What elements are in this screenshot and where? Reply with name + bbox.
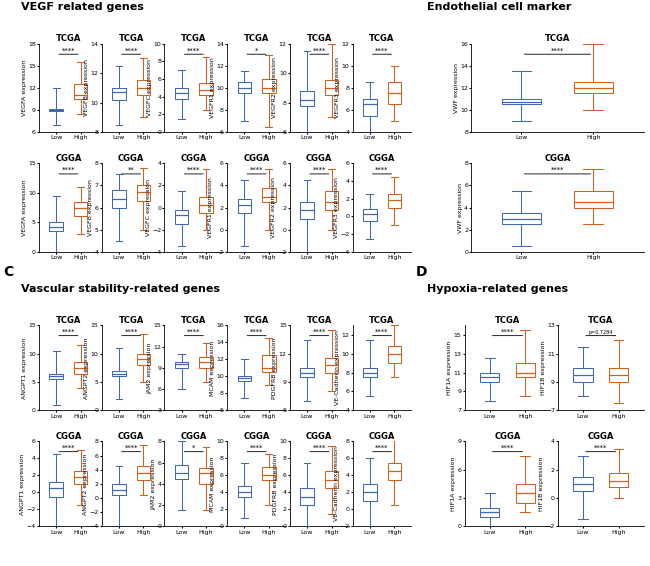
Text: ****: **** <box>500 445 514 451</box>
Y-axis label: HIF1A expression: HIF1A expression <box>451 457 456 511</box>
Text: **: ** <box>128 167 135 173</box>
Text: C: C <box>3 265 14 279</box>
Text: Endothelial cell marker: Endothelial cell marker <box>427 2 571 12</box>
Text: ****: **** <box>500 329 514 335</box>
Y-axis label: VEGFC expression: VEGFC expression <box>146 179 151 236</box>
Y-axis label: VEGFC expression: VEGFC expression <box>147 59 152 117</box>
Title: CGGA: CGGA <box>306 432 333 441</box>
Text: ****: **** <box>313 445 326 451</box>
Y-axis label: VEGFR1 expression: VEGFR1 expression <box>210 58 215 118</box>
Y-axis label: VE-Cadherin expression: VE-Cadherin expression <box>335 331 340 405</box>
Y-axis label: ANGPT2 expression: ANGPT2 expression <box>83 453 88 514</box>
Title: TCGA: TCGA <box>369 316 395 325</box>
Title: CGGA: CGGA <box>588 432 614 441</box>
Y-axis label: MCAM expression: MCAM expression <box>210 456 215 512</box>
Title: CGGA: CGGA <box>544 154 571 163</box>
Title: TCGA: TCGA <box>181 316 207 325</box>
Title: CGGA: CGGA <box>55 432 82 441</box>
Text: ****: **** <box>62 329 75 335</box>
Title: TCGA: TCGA <box>118 35 144 44</box>
Title: TCGA: TCGA <box>118 316 144 325</box>
Text: Hypoxia-related genes: Hypoxia-related genes <box>427 284 568 294</box>
Y-axis label: VWF expression: VWF expression <box>454 63 459 113</box>
Y-axis label: JAM2 expression: JAM2 expression <box>151 458 156 509</box>
Text: ****: **** <box>124 445 138 451</box>
Y-axis label: MCAM expression: MCAM expression <box>210 340 215 396</box>
Text: ****: **** <box>62 48 75 53</box>
Text: ****: **** <box>375 167 389 173</box>
Title: CGGA: CGGA <box>118 154 144 163</box>
Title: CGGA: CGGA <box>243 154 270 163</box>
Title: CGGA: CGGA <box>118 432 144 441</box>
Text: ****: **** <box>187 167 201 173</box>
Y-axis label: VEGFR2 expression: VEGFR2 expression <box>272 57 278 118</box>
Text: ****: **** <box>62 167 75 173</box>
Text: ****: **** <box>187 329 201 335</box>
Title: TCGA: TCGA <box>56 35 81 44</box>
Y-axis label: VEGFR2 expression: VEGFR2 expression <box>271 177 276 238</box>
Title: TCGA: TCGA <box>307 316 332 325</box>
Text: *: * <box>192 445 196 451</box>
Text: ****: **** <box>124 329 138 335</box>
Text: ****: **** <box>313 167 326 173</box>
Title: TCGA: TCGA <box>495 316 520 325</box>
Text: VEGF related genes: VEGF related genes <box>21 2 144 12</box>
Text: ****: **** <box>551 48 564 53</box>
Y-axis label: VE-Cadherin expression: VE-Cadherin expression <box>334 447 339 521</box>
Title: CGGA: CGGA <box>243 432 270 441</box>
Title: TCGA: TCGA <box>244 35 269 44</box>
Y-axis label: VEGFR3 expression: VEGFR3 expression <box>335 57 340 118</box>
Y-axis label: HIF1A expression: HIF1A expression <box>447 341 452 395</box>
Y-axis label: JAM2 expression: JAM2 expression <box>147 342 152 393</box>
Text: ****: **** <box>594 445 608 451</box>
Y-axis label: ANGPT2 expression: ANGPT2 expression <box>84 337 90 398</box>
Text: ****: **** <box>124 48 138 53</box>
Title: CGGA: CGGA <box>494 432 521 441</box>
Text: ****: **** <box>313 48 326 53</box>
Title: TCGA: TCGA <box>56 316 81 325</box>
Text: ****: **** <box>375 48 389 53</box>
Text: ****: **** <box>551 167 564 173</box>
Text: Vascular stability-related genes: Vascular stability-related genes <box>21 284 220 294</box>
Text: ****: **** <box>250 445 263 451</box>
Title: TCGA: TCGA <box>369 35 395 44</box>
Title: CGGA: CGGA <box>181 432 207 441</box>
Text: ****: **** <box>187 48 201 53</box>
Y-axis label: VEGFA expression: VEGFA expression <box>21 179 27 235</box>
Y-axis label: ANGPT1 expression: ANGPT1 expression <box>21 337 27 398</box>
Y-axis label: VEGFR3 expression: VEGFR3 expression <box>334 177 339 238</box>
Title: TCGA: TCGA <box>181 35 207 44</box>
Y-axis label: VEGFA expression: VEGFA expression <box>21 60 27 116</box>
Y-axis label: VEGFR1 expression: VEGFR1 expression <box>209 177 213 238</box>
Text: *: * <box>255 48 258 53</box>
Title: TCGA: TCGA <box>588 316 614 325</box>
Title: CGGA: CGGA <box>55 154 82 163</box>
Text: ****: **** <box>250 167 263 173</box>
Title: TCGA: TCGA <box>307 35 332 44</box>
Title: CGGA: CGGA <box>369 154 395 163</box>
Y-axis label: VEGFB expression: VEGFB expression <box>88 179 93 236</box>
Y-axis label: PDGFRB expression: PDGFRB expression <box>272 453 278 514</box>
Title: TCGA: TCGA <box>244 316 269 325</box>
Title: CGGA: CGGA <box>181 154 207 163</box>
Text: ****: **** <box>250 329 263 335</box>
Text: ****: **** <box>375 329 389 335</box>
Title: CGGA: CGGA <box>369 432 395 441</box>
Title: CGGA: CGGA <box>306 154 333 163</box>
Y-axis label: HIF1B expression: HIF1B expression <box>541 341 545 395</box>
Y-axis label: VWF expression: VWF expression <box>458 183 463 233</box>
Y-axis label: HIF1B expression: HIF1B expression <box>540 457 544 511</box>
Text: D: D <box>416 265 428 279</box>
Y-axis label: PDGFRB expression: PDGFRB expression <box>272 337 278 398</box>
Y-axis label: VEGFB expression: VEGFB expression <box>84 59 89 116</box>
Text: p=0.7284: p=0.7284 <box>588 330 613 335</box>
Text: ****: **** <box>375 445 389 451</box>
Text: ****: **** <box>62 445 75 451</box>
Y-axis label: ANGPT1 expression: ANGPT1 expression <box>20 453 25 514</box>
Text: ****: **** <box>313 329 326 335</box>
Title: TCGA: TCGA <box>545 35 570 44</box>
